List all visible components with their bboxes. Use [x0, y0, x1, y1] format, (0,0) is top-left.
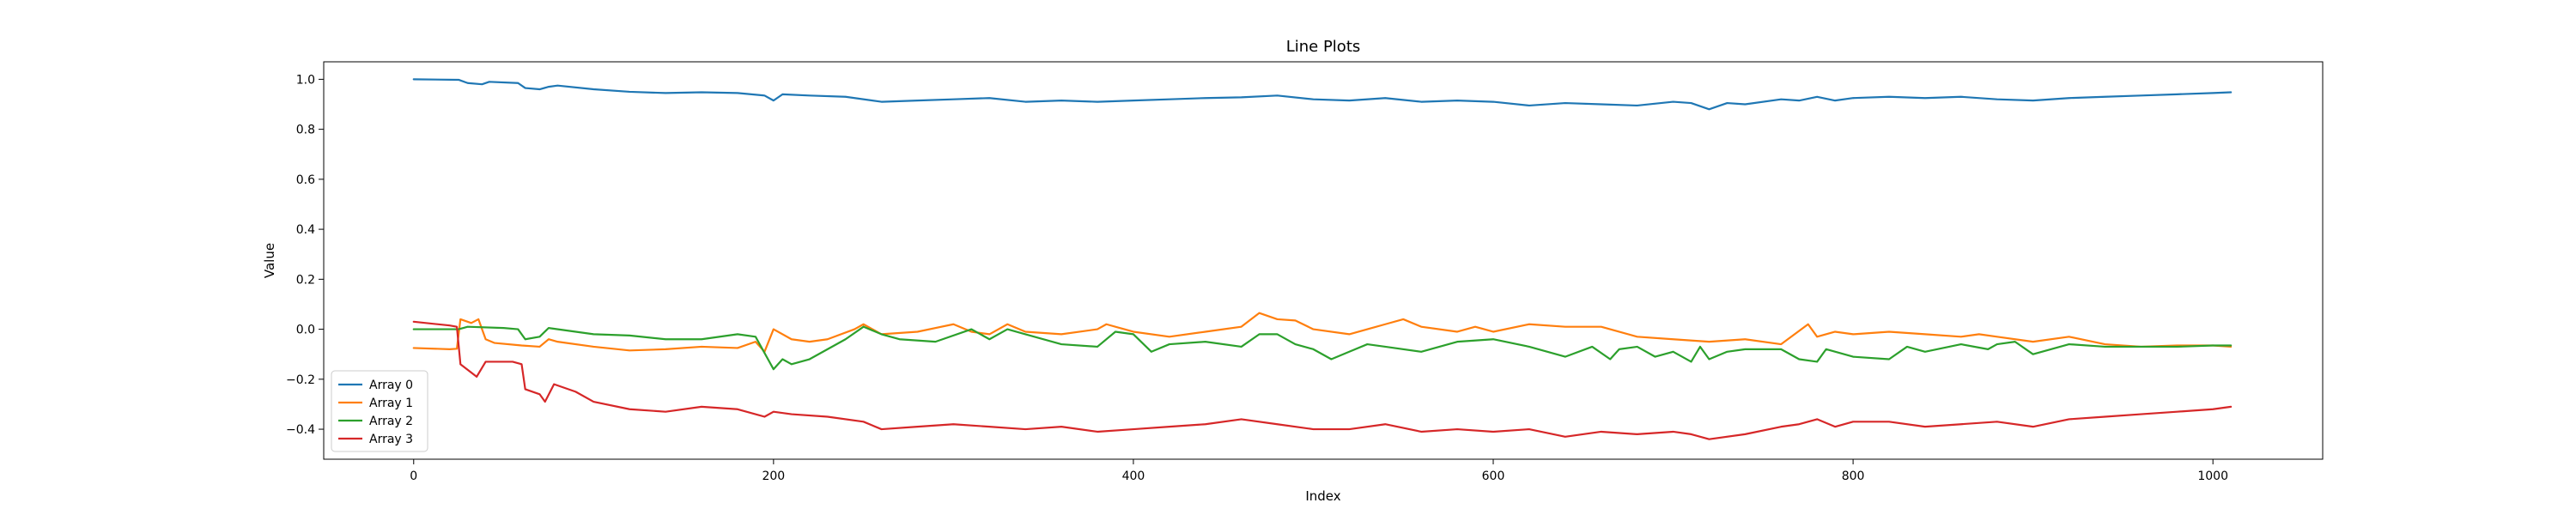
- y-tick-label: −0.4: [286, 423, 315, 437]
- y-tick-label: 1.0: [296, 73, 315, 87]
- series-line-3: [412, 320, 2233, 440]
- x-tick-label: 200: [762, 470, 785, 483]
- y-tick-label: 0.2: [296, 273, 315, 287]
- y-tick-label: 0.6: [296, 173, 315, 187]
- y-tick-label: 0.4: [296, 223, 315, 237]
- plot-frame: [323, 61, 2324, 460]
- series-lines: [412, 78, 2233, 440]
- legend-label-0: Array 0: [369, 379, 413, 392]
- chart-title: Line Plots: [1286, 38, 1361, 56]
- y-tick-label: −0.2: [286, 373, 315, 387]
- legend-label-2: Array 2: [369, 415, 413, 428]
- plot-area: [323, 61, 2324, 460]
- series-line-0: [412, 78, 2233, 111]
- y-tick-label: 0.8: [296, 124, 315, 137]
- x-tick-label: 400: [1122, 470, 1145, 483]
- x-tick-label: 600: [1482, 470, 1505, 483]
- x-tick-label: 0: [410, 470, 417, 483]
- y-axis: −0.4 −0.2 0.0 0.2 0.4 0.6 0.8 1.0: [286, 73, 324, 437]
- legend-box: [331, 370, 428, 452]
- y-tick-label: 0.0: [296, 324, 315, 337]
- series-line-2: [412, 325, 2233, 371]
- y-axis-title: Value: [262, 243, 277, 278]
- x-axis-title: Index: [1305, 488, 1340, 504]
- x-tick-label: 800: [1842, 470, 1865, 483]
- series-line-1: [412, 312, 2233, 353]
- x-axis: 0 200 400 600 800 1000: [410, 459, 2228, 483]
- x-tick-label: 1000: [2197, 470, 2228, 483]
- legend-label-3: Array 3: [369, 433, 413, 446]
- legend-label-1: Array 1: [369, 397, 413, 410]
- legend: Array 0 Array 1 Array 2 Array 3: [331, 370, 428, 452]
